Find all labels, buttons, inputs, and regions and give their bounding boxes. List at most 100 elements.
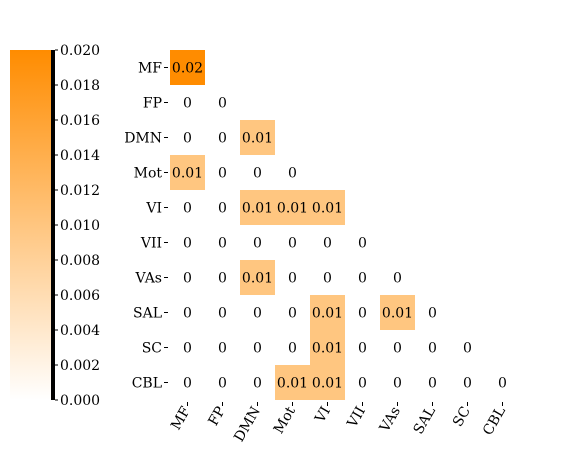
colorbar-tick-label: 0.002 xyxy=(60,358,100,374)
heatmap-cell-label: 0 xyxy=(428,341,437,357)
col-label: SC xyxy=(450,404,474,430)
heatmap-cell-label: 0 xyxy=(253,306,262,322)
heatmap-cell-label: 0 xyxy=(498,376,507,392)
heatmap-cell xyxy=(170,50,205,85)
heatmap-cell xyxy=(310,190,345,225)
heatmap-cell-label: 0 xyxy=(218,271,227,287)
row-label: DMN xyxy=(124,131,162,147)
colorbar-tick-label: 0.008 xyxy=(60,253,100,269)
heatmap-cell-label: 0 xyxy=(463,376,472,392)
heatmap-cell-label: 0 xyxy=(218,201,227,217)
heatmap-cell-label: 0 xyxy=(253,376,262,392)
heatmap-cell xyxy=(380,295,415,330)
colorbar-tick-label: 0.020 xyxy=(60,43,100,59)
heatmap-cell xyxy=(240,120,275,155)
heatmap-cell xyxy=(310,330,345,365)
heatmap-cell xyxy=(240,260,275,295)
heatmap-cell-label: 0 xyxy=(218,131,227,147)
heatmap-cell-label: 0 xyxy=(253,341,262,357)
heatmap-cell-label: 0 xyxy=(288,166,297,182)
heatmap-cell-label: 0.01 xyxy=(312,306,343,322)
row-label: SAL xyxy=(133,306,162,322)
heatmap-cell-label: 0.01 xyxy=(242,271,273,287)
heatmap-cell-label: 0 xyxy=(358,306,367,322)
heatmap-cell-label: 0.01 xyxy=(382,306,413,322)
heatmap-cell-label: 0 xyxy=(323,236,332,252)
colorbar: 0.000 0.002 0.004 0.006 0.008 0.010 0.012 0.014… xyxy=(10,43,100,409)
col-label: VI xyxy=(312,404,334,426)
col-label: VAs xyxy=(376,404,404,436)
row-label: Mot xyxy=(134,166,163,182)
heatmap-cell-label: 0.01 xyxy=(312,341,343,357)
colorbar-gradient xyxy=(10,50,52,400)
heatmap-cell-label: 0 xyxy=(253,166,262,182)
col-label: DMN xyxy=(231,404,264,445)
heatmap-cell xyxy=(170,155,205,190)
heatmap-cell-label: 0 xyxy=(183,201,192,217)
heatmap-cell-label: 0.01 xyxy=(242,201,273,217)
heatmap-cell-label: 0 xyxy=(288,306,297,322)
row-label: FP xyxy=(143,96,162,112)
heatmap-cell-label: 0 xyxy=(393,341,402,357)
heatmap-cell-label: 0 xyxy=(358,341,367,357)
heatmap-cell-label: 0 xyxy=(288,236,297,252)
row-label: MF xyxy=(138,61,162,77)
heatmap-cell-label: 0 xyxy=(183,236,192,252)
heatmap-cell xyxy=(275,190,310,225)
heatmap-cell xyxy=(275,365,310,400)
heatmap-cell-label: 0.01 xyxy=(172,166,203,182)
heatmap-cell-label: 0 xyxy=(323,271,332,287)
heatmap-cells: 0.020 00 0 0.010.01 0 0 00 0 0.01 0.01 0.010 0 0 0 0 00… xyxy=(170,50,507,400)
heatmap-cell-label: 0 xyxy=(463,341,472,357)
heatmap-cell-label: 0.01 xyxy=(242,131,273,147)
col-label: FP xyxy=(206,404,229,429)
row-label: VI xyxy=(145,201,162,217)
heatmap-cell-label: 0 xyxy=(358,236,367,252)
row-label: VII xyxy=(140,236,162,252)
heatmap-cell-label: 0.01 xyxy=(277,201,308,217)
heatmap-cell-label: 0 xyxy=(183,131,192,147)
colorbar-tick-label: 0.000 xyxy=(60,393,100,409)
heatmap-cell-label: 0 xyxy=(393,376,402,392)
colorbar-tick-label: 0.016 xyxy=(60,113,100,129)
heatmap-cell-label: 0 xyxy=(218,341,227,357)
colorbar-axis-line xyxy=(51,50,55,400)
row-labels: MF FP DMN Mot VI VII VAs SAL SC CBL xyxy=(124,61,168,392)
heatmap-cell-label: 0 xyxy=(183,376,192,392)
heatmap-cell-label: 0 xyxy=(288,341,297,357)
heatmap-cell xyxy=(310,365,345,400)
heatmap-cell-label: 0 xyxy=(183,96,192,112)
heatmap-cell-label: 0 xyxy=(218,96,227,112)
heatmap-cell-label: 0.02 xyxy=(172,61,203,77)
heatmap-cell xyxy=(240,190,275,225)
col-label: MF xyxy=(168,404,194,433)
heatmap-cell-label: 0 xyxy=(358,271,367,287)
heatmap-cell-label: 0 xyxy=(218,166,227,182)
colorbar-tick-label: 0.004 xyxy=(60,323,100,339)
colorbar-tick-label: 0.014 xyxy=(60,148,100,164)
heatmap-cell-label: 0 xyxy=(218,236,227,252)
col-label: Mot xyxy=(271,404,299,437)
heatmap-cell-label: 0.01 xyxy=(277,376,308,392)
col-label: VII xyxy=(344,404,369,431)
heatmap-cell-label: 0 xyxy=(393,271,402,287)
col-label: SAL xyxy=(411,404,439,437)
heatmap-cell-label: 0 xyxy=(428,376,437,392)
heatmap-cell xyxy=(310,295,345,330)
heatmap-cell-label: 0 xyxy=(253,236,262,252)
colorbar-tick-label: 0.010 xyxy=(60,218,100,234)
heatmap-cell-label: 0 xyxy=(218,376,227,392)
colorbar-tick-label: 0.018 xyxy=(60,78,100,94)
row-label: VAs xyxy=(135,271,162,287)
heatmap-cell-label: 0 xyxy=(288,271,297,287)
heatmap-cell-label: 0 xyxy=(428,306,437,322)
heatmap-cell-label: 0 xyxy=(183,271,192,287)
heatmap-cell-label: 0 xyxy=(358,376,367,392)
row-label: SC xyxy=(142,341,162,357)
col-labels: MF FP DMN Mot VI VII VAs SAL SC CBL xyxy=(168,402,509,445)
colorbar-tick-label: 0.006 xyxy=(60,288,100,304)
col-label: CBL xyxy=(480,404,509,438)
heatmap-cell-label: 0 xyxy=(183,306,192,322)
heatmap-cell-label: 0 xyxy=(183,341,192,357)
